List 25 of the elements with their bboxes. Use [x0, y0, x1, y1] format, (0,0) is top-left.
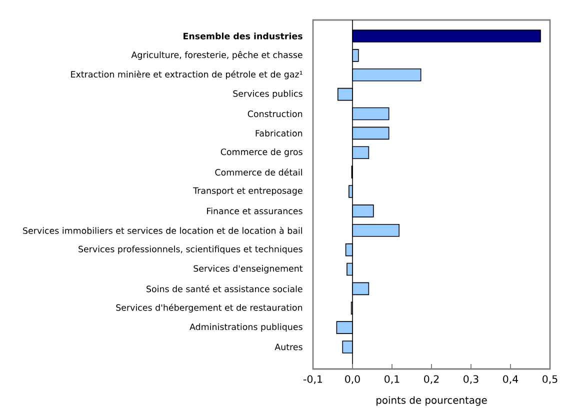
y-tick-label: Construction [248, 110, 302, 118]
y-tick-label: Services publics [233, 90, 302, 99]
y-tick-label: Fabrication [256, 130, 302, 137]
x-tick-label: 0,5 [542, 375, 558, 384]
x-tick-label: 0,4 [503, 375, 518, 384]
x-tick-label: 0,2 [424, 375, 439, 384]
y-tick-label: Finance et assurances [207, 208, 302, 214]
y-tick-label: Services d'hébergement et de restauration [116, 304, 302, 313]
y-tick-label: Transport et entreposage [193, 187, 302, 196]
y-tick-label: Administrations publiques [190, 323, 302, 332]
y-tick-label: Autres [274, 344, 302, 350]
y-tick-label: Extraction minière et extraction de pétrole et de gaz¹ [71, 70, 302, 80]
y-tick-label: Services d'enseignement [194, 265, 303, 274]
y-tick-label: Commerce de détail [215, 168, 302, 176]
x-axis-title: points de pourcentage [376, 396, 487, 406]
y-tick-label: Soins de santé et assistance sociale [146, 285, 302, 292]
x-tick-label: 0,0 [345, 375, 360, 384]
x-tick-label: -0,1 [304, 375, 322, 384]
x-tick-label: 0,3 [464, 375, 478, 384]
y-tick-label: Commerce de gros [220, 148, 302, 157]
y-tick-label: Ensemble des industries [184, 32, 302, 40]
x-tick-label: 0,1 [384, 375, 400, 384]
y-tick-label: Agriculture, foresterie, pêche et chasse [131, 51, 302, 60]
y-tick-label: Services professionnels, scientifiques et techniques [78, 246, 302, 254]
y-tick-label: Services immobiliers et services de location et de location à bail [23, 226, 302, 234]
